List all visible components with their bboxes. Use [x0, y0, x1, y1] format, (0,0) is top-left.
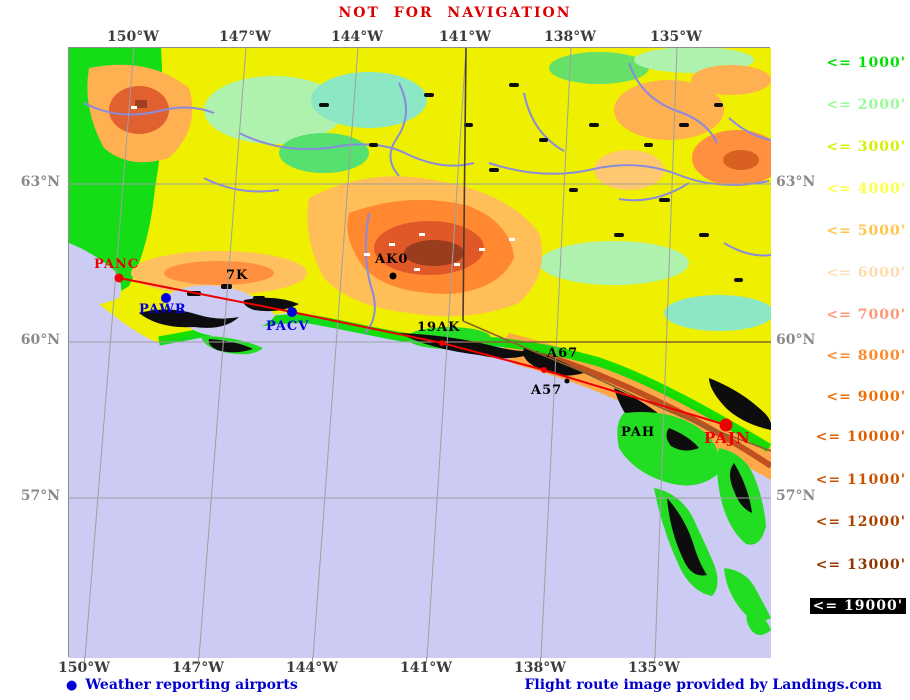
axis-tick — [426, 657, 427, 663]
terrain-map — [68, 47, 771, 658]
icefields — [139, 83, 771, 452]
rivers — [83, 62, 771, 334]
axis-tick — [312, 657, 313, 663]
waypoint-label-pacv: PACV — [266, 319, 310, 334]
page-title: NOT FOR NAVIGATION — [338, 5, 572, 21]
axis-label-top-144w: 144°W — [331, 29, 383, 45]
axis-label-bottom-141w: 141°W — [400, 660, 452, 676]
terrain-map-canvas — [69, 48, 771, 658]
axis-label-bottom-144w: 144°W — [286, 660, 338, 676]
axis-label-right-63n: 63°N — [776, 174, 816, 190]
axis-label-left-63n: 63°N — [20, 174, 60, 190]
axis-tick — [654, 657, 655, 663]
legend-entry-8000ft: <= 8000' — [826, 348, 906, 364]
waypoint-markers — [114, 272, 733, 432]
legend-entry-5000ft: <= 5000' — [826, 223, 906, 239]
axis-label-top-141w: 141°W — [439, 29, 491, 45]
waypoint-label-19ak: 19AK — [417, 320, 461, 335]
waypoint-label-pah: PAH — [621, 425, 656, 440]
weather-airport-dot-icon: ● — [66, 678, 78, 693]
axis-label-bottom-147w: 147°W — [172, 660, 224, 676]
attribution-text: Flight route image provided by Landings.… — [524, 677, 882, 693]
legend-entry-4000ft: <= 4000' — [826, 181, 906, 197]
legend-entry-13000ft: <= 13000' — [815, 557, 906, 573]
axis-label-bottom-138w: 138°W — [514, 660, 566, 676]
axis-label-top-147w: 147°W — [219, 29, 271, 45]
legend-entry-9000ft: <= 9000' — [826, 389, 906, 405]
waypoint-label-a67: A67 — [547, 346, 579, 361]
legend-entry-19000ft: <= 19000' — [809, 598, 906, 614]
waypoint-label-pajn: PAJN — [704, 429, 751, 447]
axis-label-bottom-150w: 150°W — [58, 660, 110, 676]
weather-airport-legend: ● Weather reporting airports — [66, 677, 298, 693]
waypoint-dot-ak0 — [389, 272, 397, 280]
legend-entry-3000ft: <= 3000' — [826, 139, 906, 155]
axis-label-left-60n: 60°N — [20, 332, 60, 348]
axis-label-right-57n: 57°N — [776, 488, 816, 504]
waypoint-dot-19ak — [439, 340, 445, 346]
waypoint-dot-a57 — [564, 378, 570, 384]
axis-label-bottom-135w: 135°W — [628, 660, 680, 676]
borders — [462, 48, 771, 452]
axis-label-top-150w: 150°W — [107, 29, 159, 45]
waypoint-label-pawr: PAWR — [139, 302, 187, 317]
snow-peaks — [131, 106, 515, 271]
waypoint-dot-a67 — [541, 367, 547, 373]
legend-entry-1000ft: <= 1000' — [826, 55, 906, 71]
axis-label-top-138w: 138°W — [544, 29, 596, 45]
waypoint-label-7k: 7K — [226, 268, 249, 283]
axis-tick — [198, 657, 199, 663]
waypoint-label-panc: PANC — [94, 257, 140, 272]
axis-label-right-60n: 60°N — [776, 332, 816, 348]
legend-entry-7000ft: <= 7000' — [826, 307, 906, 323]
axis-label-left-57n: 57°N — [20, 488, 60, 504]
axis-label-top-135w: 135°W — [650, 29, 702, 45]
islands — [201, 336, 771, 635]
waypoint-dot-pajn — [719, 418, 733, 432]
weather-airport-dot-pacv — [287, 307, 297, 317]
weather-airport-legend-label: Weather reporting airports — [85, 677, 298, 693]
legend-entry-12000ft: <= 12000' — [815, 514, 906, 530]
waypoint-label-a57: A57 — [531, 383, 563, 398]
waypoint-dot-panc — [114, 273, 124, 283]
legend-entry-10000ft: <= 10000' — [815, 429, 906, 445]
weather-airport-dot-pawr — [161, 293, 171, 303]
waypoint-label-ak0: AK0 — [375, 252, 409, 267]
legend-entry-2000ft: <= 2000' — [826, 97, 906, 113]
legend-entry-6000ft: <= 6000' — [826, 265, 906, 281]
legend-entry-11000ft: <= 11000' — [815, 472, 906, 488]
axis-tick — [540, 657, 541, 663]
axis-tick — [84, 657, 85, 663]
